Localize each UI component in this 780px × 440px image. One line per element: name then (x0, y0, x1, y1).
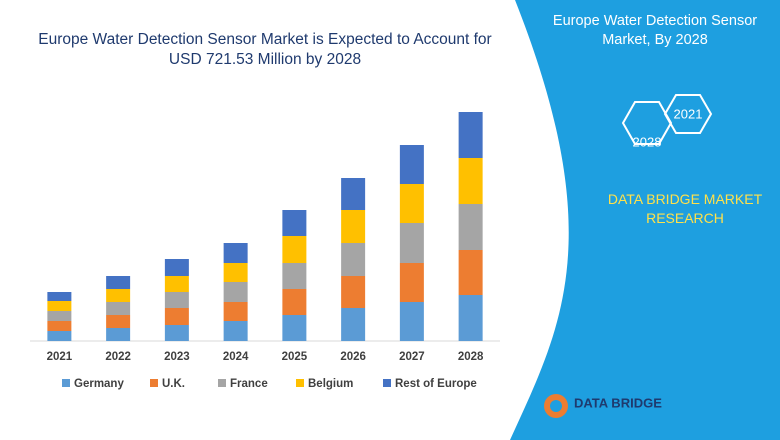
legend-label: U.K. (162, 378, 185, 390)
x-tick-label: 2026 (340, 351, 366, 363)
logo-icon (550, 400, 562, 412)
bar-segment (341, 210, 366, 243)
bar-segment (399, 145, 424, 184)
bar-segment (458, 295, 483, 341)
bar-segment (282, 289, 307, 315)
bar-segment (341, 308, 366, 341)
bar-segment (47, 321, 72, 331)
bar-segment (47, 292, 72, 301)
x-tick-label: 2021 (47, 351, 73, 363)
bar-segment (399, 184, 424, 223)
bar-segment (282, 210, 307, 236)
legend-label: France (230, 378, 268, 390)
bar-segment (458, 250, 483, 295)
bar-segment (399, 223, 424, 263)
bar-segment (341, 243, 366, 276)
legend-label: Germany (74, 378, 124, 390)
logo-text: DATA BRIDGE (574, 395, 662, 410)
bar-segment (106, 302, 131, 315)
badge-label: 2021 (674, 106, 703, 121)
legend-swatch (383, 379, 391, 387)
bar-segment (106, 289, 131, 302)
legend-swatch (296, 379, 304, 387)
legend-label: Belgium (308, 378, 353, 390)
bar-segment (223, 321, 248, 341)
bar-segment (164, 259, 189, 276)
brand-text: DATA BRIDGE MARKET RESEARCH (607, 191, 763, 226)
badge-label: 2028 (633, 134, 662, 149)
bar-segment (47, 311, 72, 321)
bar-segment (458, 204, 483, 250)
x-tick-label: 2027 (399, 351, 425, 363)
legend-swatch (62, 379, 70, 387)
bar-segment (47, 331, 72, 341)
bar-segment (341, 276, 366, 308)
bar-segment (282, 315, 307, 341)
bar-segment (399, 263, 424, 302)
bar-segment (164, 325, 189, 341)
chart: 2021 2022 2023 2024 2025 2026 2027 2028 Germany U… (30, 112, 500, 390)
bar-segment (399, 302, 424, 341)
chart-title: Europe Water Detection Sensor Market is … (38, 31, 492, 68)
bar-segment (106, 315, 131, 328)
x-tick-label: 2023 (164, 351, 190, 363)
hexagon (663, 94, 713, 134)
bar-segment (106, 276, 131, 289)
side-panel (510, 0, 780, 440)
bar-segment (223, 243, 248, 263)
x-tick-label: 2024 (223, 351, 249, 363)
bar-segment (458, 158, 483, 204)
bar-segment (341, 178, 366, 210)
legend-label: Rest of Europe (395, 378, 477, 390)
bar-segment (223, 263, 248, 282)
bar-segment (223, 302, 248, 321)
bar-segment (282, 236, 307, 263)
legend-swatch (218, 379, 226, 387)
legend-swatch (150, 379, 158, 387)
bar-segment (106, 328, 131, 341)
bar-segment (47, 301, 72, 311)
x-tick-label: 2028 (458, 351, 484, 363)
bar-segment (164, 292, 189, 308)
panel-title: Europe Water Detection Sensor Market, By… (552, 13, 758, 48)
x-tick-label: 2025 (282, 351, 308, 363)
bar-segment (164, 276, 189, 292)
x-tick-label: 2022 (105, 351, 131, 363)
bar-segment (458, 112, 483, 158)
bar-segment (223, 282, 248, 302)
bar-segment (282, 263, 307, 289)
bar-segment (164, 308, 189, 325)
